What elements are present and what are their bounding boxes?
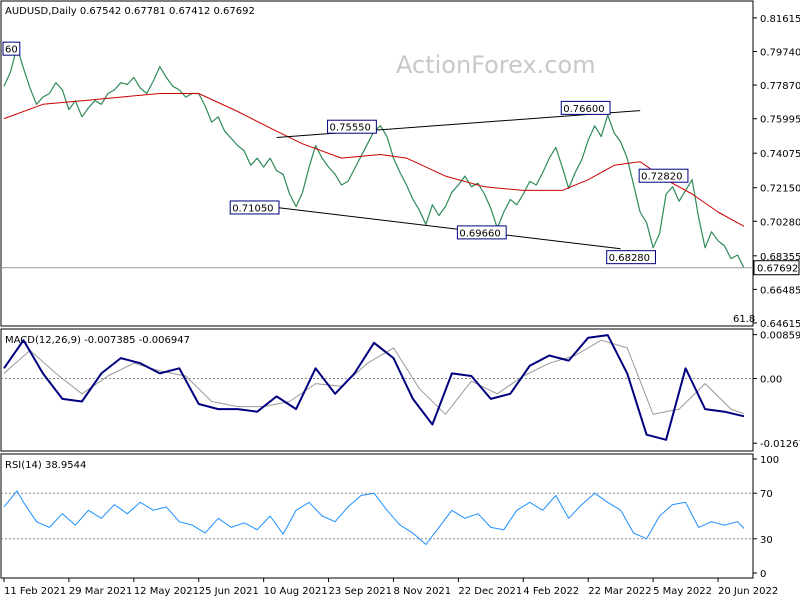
macd-panel-frame <box>0 328 754 452</box>
price-annotation-label: 0.69660 <box>459 228 500 239</box>
price-annotation-label: 0.75550 <box>330 123 371 134</box>
price-ytick-label: 0.72150 <box>760 184 800 195</box>
x-tick-label: 4 Feb 2022 <box>523 586 579 597</box>
price-annotation-label: 0.68280 <box>609 253 650 264</box>
macd-layer <box>1 334 753 441</box>
macd-panel-title: MACD(12,26,9) -0.007385 -0.006947 <box>5 335 190 346</box>
macd-ytick-label: -0.01267 <box>760 439 800 450</box>
price-annotation-box <box>560 100 611 115</box>
macd-ytick-label: 0.00 <box>760 375 782 386</box>
macd-line <box>3 334 745 441</box>
price-annotation-box <box>638 168 689 183</box>
rsi-ytick-label: 30 <box>760 535 773 546</box>
price-ytick-label: 0.66485 <box>760 285 800 296</box>
rsi-ytick-label: 0 <box>760 569 766 580</box>
price-annotation-label: 0.76600 <box>563 104 604 115</box>
price-ytick-label: 0.79740 <box>760 48 800 59</box>
price-ytick-label: 0.74075 <box>760 149 800 160</box>
x-tick-label: 29 Mar 2021 <box>69 586 132 597</box>
rsi-panel-frame <box>0 453 754 579</box>
current-price-box <box>753 260 800 276</box>
x-tick-label: 25 Jun 2021 <box>199 586 259 597</box>
x-tick-label: 11 Feb 2021 <box>4 586 66 597</box>
price-layer: 0.75550 0.71050 0.69660 0.76600 0.72820 0.682… <box>1 41 753 269</box>
x-tick-label: 5 May 2022 <box>653 586 712 597</box>
price-annotation-label: 0.72820 <box>641 172 682 183</box>
x-tick-label: 22 Mar 2022 <box>588 586 651 597</box>
rsi-line <box>3 490 745 545</box>
x-tick-label: 20 Jun 2022 <box>718 586 778 597</box>
price-annotation-box <box>2 41 21 56</box>
price-annotation-box <box>327 119 377 134</box>
rsi-panel-title: RSI(14) 38.9544 <box>5 460 86 471</box>
x-tick-label: 8 Nov 2021 <box>393 586 451 597</box>
price-annotation-label: 0.71050 <box>232 203 273 214</box>
price-ytick-label: 0.70280 <box>760 217 800 228</box>
price-ytick-label: 0.75995 <box>760 115 800 126</box>
macd-signal-line <box>3 339 745 415</box>
price-annotation-label: 60 <box>5 45 18 56</box>
price-ytick-label: 0.81615 <box>760 14 800 25</box>
price-panel-title: AUDUSD,Daily 0.67542 0.67781 0.67412 0.6… <box>5 6 255 17</box>
rsi-layer <box>1 490 753 545</box>
moving-average-line <box>3 93 745 227</box>
price-ytick-label: 0.68355 <box>760 252 800 263</box>
rsi-ytick-label: 70 <box>760 489 773 500</box>
x-tick-label: 12 May 2021 <box>134 586 199 597</box>
price-ytick-label: 0.64615 <box>760 319 800 330</box>
price-annotation-box <box>456 225 507 240</box>
fib-label: 61.8 <box>733 314 755 325</box>
price-panel-frame <box>0 0 754 327</box>
x-tick-label: 23 Sep 2021 <box>329 586 392 597</box>
trendline <box>276 206 621 250</box>
axis-layer: 0.81615 0.79740 0.77870 0.75995 0.74075 0.721… <box>3 14 800 597</box>
price-annotation-box <box>229 200 280 215</box>
x-tick-label: 10 Aug 2021 <box>264 586 328 597</box>
macd-ytick-label: 0.008596 <box>760 331 800 342</box>
price-annotation-box <box>606 250 656 265</box>
current-price-label: 0.67692 <box>757 264 798 275</box>
x-tick-label: 22 Dec 2021 <box>458 586 522 597</box>
watermark: ActionForex.com <box>396 51 596 79</box>
rsi-ytick-label: 100 <box>760 455 779 466</box>
price-ytick-label: 0.77870 <box>760 81 800 92</box>
